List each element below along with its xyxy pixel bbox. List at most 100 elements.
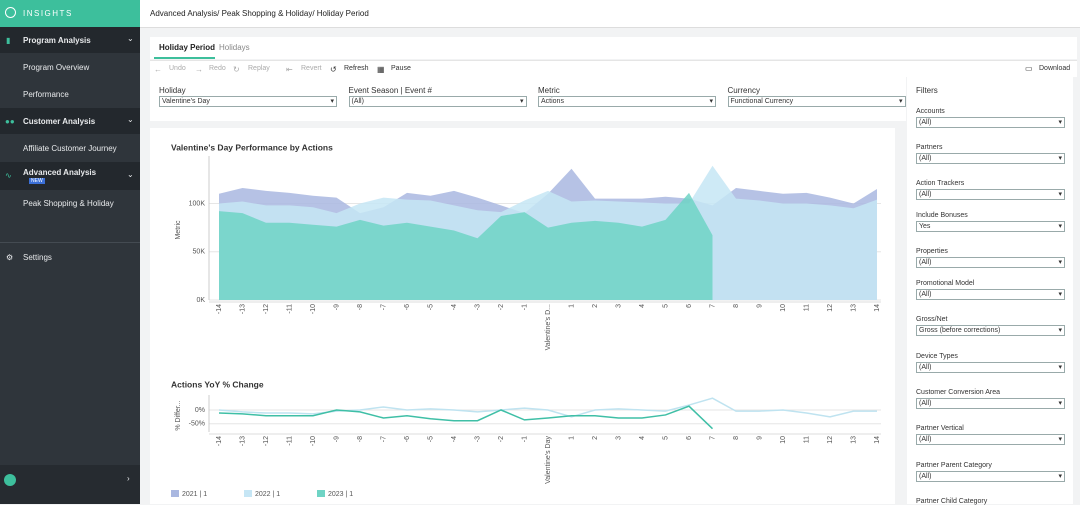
y-tick-label: -50% — [189, 421, 205, 428]
x-tick-label: -5 — [427, 304, 434, 310]
toolbar-button[interactable]: Undo — [169, 65, 186, 72]
legend-swatch — [317, 490, 325, 497]
x-tick-label: 9 — [756, 304, 763, 308]
brand-logo — [5, 7, 16, 18]
chart-title: Valentine's Day Performance by Actions — [171, 142, 333, 152]
x-tick-label: 1 — [568, 436, 575, 440]
nav-item[interactable]: Program Overview — [23, 63, 90, 72]
nav-item[interactable]: Performance — [23, 90, 69, 99]
nav-section[interactable]: ▮ Program Analysis ⌄ — [0, 27, 140, 53]
x-tick-label: 1 — [568, 304, 575, 308]
dropdown[interactable]: (All) — [916, 153, 1065, 164]
x-tick-label: -2 — [498, 436, 505, 442]
y-axis-label: % Differ... — [175, 400, 182, 430]
dropdown[interactable]: (All) — [916, 471, 1065, 482]
nav-section[interactable]: ●● Customer Analysis ⌄ — [0, 108, 140, 134]
filter-label: Action Trackers — [916, 180, 965, 187]
x-tick-label: -10 — [310, 304, 317, 314]
brand-bar: INSIGHTS — [0, 0, 140, 27]
sidebar: INSIGHTS ▮ Program Analysis ⌄ Program Over… — [0, 0, 140, 504]
filter-label: Properties — [916, 248, 948, 255]
x-tick-label: -13 — [239, 436, 246, 446]
x-tick-label: -3 — [474, 436, 481, 442]
badge: NEW — [29, 178, 45, 184]
y-tick-label: 0% — [195, 407, 205, 414]
x-tick-label: 3 — [615, 436, 622, 440]
dropdown[interactable]: Gross (before corrections) — [916, 325, 1065, 336]
x-tick-label: Valentine's Day — [545, 436, 552, 484]
nav-item[interactable]: Affiliate Customer Journey — [23, 144, 117, 153]
y-axis-label: Metric — [175, 220, 182, 240]
dropdown[interactable]: (All) — [916, 257, 1065, 268]
x-tick-label: 14 — [874, 436, 881, 444]
dropdown[interactable]: (All) — [348, 96, 527, 107]
filter-label: Gross/Net — [916, 316, 948, 323]
legend-label: 2022 | 1 — [255, 491, 280, 498]
x-tick-label: 10 — [780, 304, 787, 312]
x-tick-label: Valentine's D... — [545, 304, 552, 350]
x-tick-label: -8 — [357, 304, 364, 310]
user-bar[interactable]: › — [0, 465, 140, 504]
x-tick-label: 11 — [803, 436, 810, 443]
x-tick-label: -2 — [498, 304, 505, 310]
x-tick-label: 5 — [662, 304, 669, 308]
filter-label: Customer Conversion Area — [916, 389, 1001, 396]
dropdown[interactable]: (All) — [916, 189, 1065, 200]
toolbar-button[interactable]: Revert — [301, 65, 322, 72]
x-tick-label: 3 — [615, 304, 622, 308]
x-tick-label: 13 — [850, 304, 857, 312]
dropdown[interactable]: Valentine's Day — [159, 96, 337, 107]
filter-label: Include Bonuses — [916, 212, 968, 219]
filter-label: Partner Child Category — [916, 498, 988, 505]
x-tick-label: 14 — [874, 304, 881, 312]
tab[interactable]: Holidays — [219, 43, 250, 52]
nav-section[interactable]: ∿ Advanced Analysis NEW ⌄ — [0, 162, 140, 190]
nav-section-title[interactable]: Program Analysis — [23, 36, 91, 45]
dropdown[interactable]: Yes — [916, 221, 1065, 232]
legend-label: 2021 | 1 — [182, 491, 207, 498]
x-tick-label: 6 — [686, 436, 693, 440]
dropdown[interactable]: Functional Currency — [727, 96, 906, 107]
nav-section-title[interactable]: Advanced Analysis — [23, 168, 97, 177]
x-tick-label: -4 — [451, 436, 458, 442]
x-tick-label: 4 — [639, 304, 646, 308]
x-tick-label: 12 — [827, 304, 834, 312]
y-tick-label: 50K — [193, 249, 206, 256]
nav-item[interactable]: Peak Shopping & Holiday — [23, 199, 114, 208]
chart-background — [150, 128, 895, 504]
filter-label: Accounts — [916, 108, 945, 115]
x-tick-label: -9 — [333, 304, 340, 310]
nav-item[interactable]: Settings — [23, 253, 52, 262]
legend-label: 2023 | 1 — [328, 491, 353, 498]
x-tick-label: 7 — [709, 304, 716, 308]
x-tick-label: -8 — [357, 436, 364, 442]
dropdown[interactable]: (All) — [916, 434, 1065, 445]
nav-section-title[interactable]: Customer Analysis — [23, 117, 96, 126]
toolbar-button[interactable]: Redo — [209, 65, 226, 72]
toolbar-button[interactable]: Replay — [248, 65, 270, 72]
dropdown[interactable]: (All) — [916, 398, 1065, 409]
x-tick-label: -4 — [451, 304, 458, 310]
dropdown[interactable]: Actions — [538, 96, 716, 107]
selector-label: Metric — [538, 86, 560, 95]
toolbar: ← Undo → Redo ↻ Replay ⇤ Revert ↺ Refresh ▦ Pa… — [150, 60, 1077, 77]
selector-label: Event Season | Event # — [348, 86, 432, 95]
x-tick-label: 8 — [733, 304, 740, 308]
x-tick-label: -6 — [404, 436, 411, 442]
toolbar-button[interactable]: Pause — [391, 65, 411, 72]
x-tick-label: 6 — [686, 304, 693, 308]
dropdown[interactable]: (All) — [916, 117, 1065, 128]
dropdown[interactable]: (All) — [916, 362, 1065, 373]
selector-label: Holiday — [159, 86, 186, 95]
dropdown[interactable]: (All) — [916, 289, 1065, 300]
x-tick-label: 10 — [780, 436, 787, 444]
x-tick-label: -14 — [216, 304, 223, 314]
toolbar-button[interactable]: Refresh — [344, 65, 369, 72]
x-tick-label: -11 — [286, 436, 293, 446]
download-button[interactable]: Download — [1039, 65, 1071, 72]
tab-bar: Holiday Period Holidays — [150, 37, 1077, 59]
tab[interactable]: Holiday Period — [159, 43, 216, 52]
x-tick-label: -1 — [521, 436, 528, 442]
